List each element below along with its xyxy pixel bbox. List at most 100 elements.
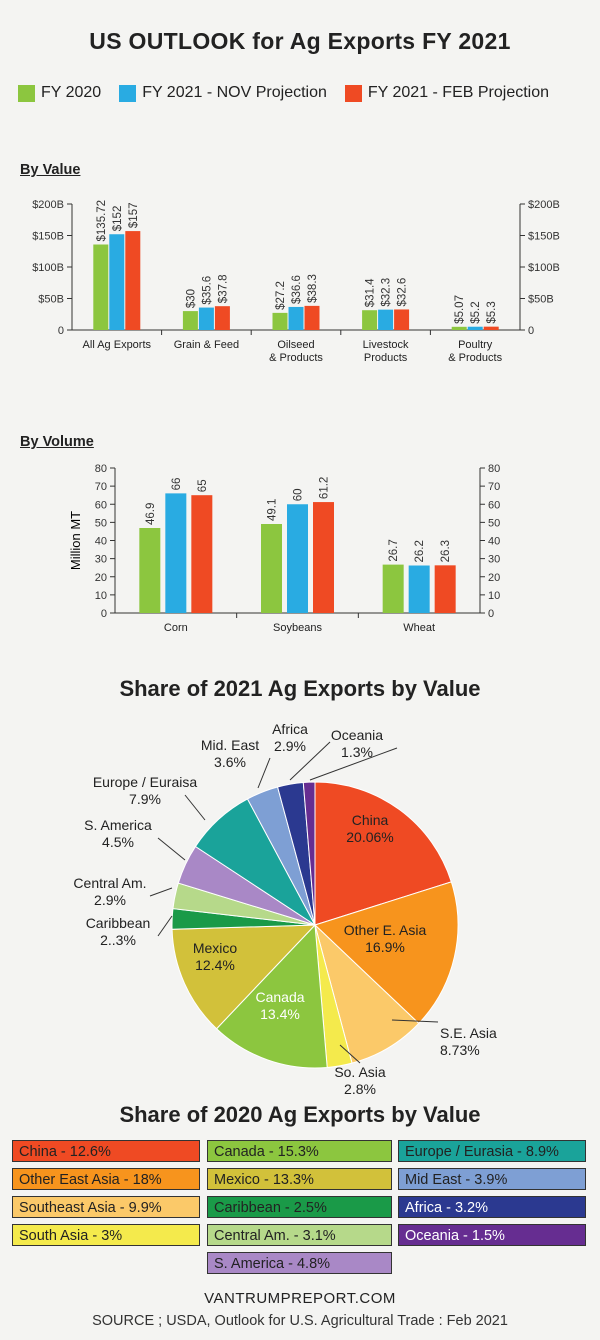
share-2020-cell: Mid East - 3.9% [398, 1168, 586, 1190]
pie-leader-line [289, 741, 331, 781]
bar [191, 495, 213, 613]
pie-slice-name: Central Am. [73, 875, 146, 891]
data-label: $157 [128, 202, 140, 228]
y-axis-title: Million MT [68, 511, 83, 570]
data-label: $37.8 [217, 274, 229, 303]
pie-slice-name: Europe / Euraisa [93, 774, 197, 790]
y-tick-label: 80 [488, 463, 500, 475]
category-label: Oilseed [277, 339, 314, 351]
y-tick-label: 50 [95, 517, 107, 529]
y-tick-label: $200B [528, 199, 560, 211]
pie-slice-name: So. Asia [334, 1064, 386, 1080]
pie-slice-value: 16.9% [365, 939, 405, 955]
category-label: & Products [448, 352, 502, 364]
y-tick-label: $100B [528, 262, 560, 274]
pie-slice-name: Africa [272, 721, 308, 737]
value-bar-chart: 0 0 $50B $50B $100B $100B $150B $150B $200B $200B… [32, 199, 560, 364]
bar [467, 326, 483, 330]
pie-slice [314, 881, 459, 1025]
pie-leader-line [339, 1044, 361, 1064]
data-label: $5.2 [470, 301, 482, 323]
data-label: 49.1 [267, 499, 279, 521]
pie-leader-line [257, 757, 271, 789]
data-label: 26.7 [388, 539, 400, 561]
bar [261, 524, 282, 613]
share-2020-cell: Africa - 3.2% [398, 1196, 586, 1218]
legend-item: FY 2020 [18, 84, 101, 102]
pie-leader-line [157, 837, 186, 861]
pie-leader-line [184, 794, 206, 821]
legend-label: FY 2020 [41, 84, 102, 101]
y-tick-label: 70 [95, 481, 107, 493]
bar [125, 231, 141, 330]
pie-slice-name: Mexico [193, 940, 238, 956]
pie-slice-name: Caribbean [86, 915, 151, 931]
bar [382, 564, 404, 613]
pie-chart-title: Share of 2021 Ag Exports by Value [119, 676, 481, 701]
pie-slice-name: Other E. Asia [344, 922, 427, 938]
y-tick-label: 10 [95, 590, 107, 602]
share-2020-cell: Caribbean - 2.5% [207, 1196, 392, 1218]
share-2020-cell: Canada - 15.3% [207, 1140, 392, 1162]
share-2020-cell: South Asia - 3% [12, 1224, 200, 1246]
legend-swatch [119, 84, 137, 102]
data-label: $32.6 [397, 278, 409, 307]
data-label: $135.72 [96, 200, 108, 242]
y-tick-label: 40 [488, 536, 500, 548]
pie-slice [215, 923, 328, 1069]
pie-slice-value: 13.4% [260, 1006, 300, 1022]
category-label: Wheat [403, 622, 435, 634]
share-2020-cell: Southeast Asia - 9.9% [12, 1196, 200, 1218]
y-tick-label: 40 [95, 536, 107, 548]
bar [483, 326, 499, 330]
pie-slice-value: 2.9% [94, 892, 126, 908]
category-label: & Products [269, 352, 323, 364]
category-label: Poultry [458, 339, 493, 351]
y-tick-label: 20 [95, 572, 107, 584]
bar [139, 527, 161, 613]
data-label: $31.4 [365, 278, 377, 307]
y-tick-label: 60 [95, 499, 107, 511]
pie-leader-line [149, 887, 173, 897]
footer-url: VANTRUMPREPORT.COM [204, 1290, 396, 1307]
pie-slice-value: 2.9% [274, 738, 306, 754]
data-label: $30 [185, 289, 197, 308]
data-label: 65 [197, 479, 209, 492]
bar [198, 307, 214, 330]
category-label: All Ag Exports [83, 339, 152, 351]
pie-leader-line [157, 915, 173, 937]
pie-slice [171, 924, 317, 1030]
pie-slice-value: 12.4% [195, 957, 235, 973]
bar [394, 309, 410, 330]
category-label: Corn [164, 622, 188, 634]
y-tick-label: 50 [488, 517, 500, 529]
pie-slice-value: 1.3% [341, 744, 373, 760]
y-tick-label: 0 [488, 608, 494, 620]
footer-source: SOURCE ; USDA, Outlook for U.S. Agricult… [92, 1313, 508, 1329]
y-tick-label: $50B [38, 294, 64, 306]
y-tick-label: 0 [528, 325, 534, 337]
legend-swatch [18, 84, 35, 102]
y-tick-label: 70 [488, 481, 500, 493]
legend: FY 2020 FY 2021 - NOV Projection FY 2021 -… [18, 84, 598, 102]
bar [288, 306, 304, 330]
y-tick-label: $50B [528, 294, 554, 306]
y-tick-label: 60 [488, 499, 500, 511]
bar [182, 311, 198, 330]
pie-slice-value: 4.5% [102, 834, 134, 850]
data-label: 26.3 [440, 540, 452, 562]
volume-bar-chart: 0 0 10 10 20 20 30 30 40 40 50 50 60 60 70 70 80 80 46.9 66… [68, 463, 500, 634]
bar [287, 504, 308, 613]
pie-leader-line [391, 1019, 439, 1023]
data-label: 46.9 [145, 503, 157, 525]
pie-slice-name: Mid. East [201, 737, 259, 753]
y-tick-label: $100B [32, 262, 64, 274]
bar [214, 306, 230, 330]
pie-leader-line [309, 747, 398, 781]
legend-item: FY 2021 - FEB Projection [344, 84, 549, 102]
share-2020-cell: China - 12.6% [12, 1140, 200, 1162]
bar [109, 234, 125, 330]
data-label: $32.3 [381, 278, 393, 307]
y-tick-label: $150B [32, 231, 64, 243]
pie-slice-value: 2.8% [344, 1081, 376, 1097]
